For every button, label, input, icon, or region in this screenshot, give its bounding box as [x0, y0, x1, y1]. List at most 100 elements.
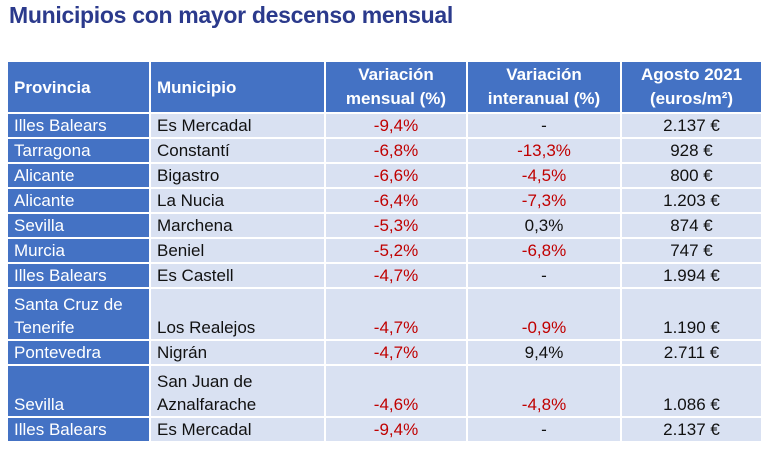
cell-variacion-interanual: -	[468, 418, 622, 443]
cell-municipio: Es Mercadal	[151, 418, 326, 443]
cell-provincia: Murcia	[8, 239, 151, 264]
header-variacion-interanual-line1: Variación	[506, 65, 582, 84]
cell-variacion-mensual: -4,7%	[326, 289, 468, 341]
cell-provincia-line: Sevilla	[14, 216, 65, 235]
header-agosto-line2: (euros/m²)	[649, 89, 734, 108]
cell-provincia-line: Tarragona	[14, 141, 91, 160]
cell-municipio: Marchena	[151, 214, 326, 239]
cell-variacion-mensual: -9,4%	[326, 114, 468, 139]
cell-municipio-line: Es Mercadal	[157, 116, 252, 135]
cell-municipio: Bigastro	[151, 164, 326, 189]
cell-municipio: Es Castell	[151, 264, 326, 289]
cell-municipio: Constantí	[151, 139, 326, 164]
cell-variacion-interanual: -13,3%	[468, 139, 622, 164]
cell-provincia-line: Pontevedra	[14, 343, 101, 362]
cell-provincia-line: Illes Balears	[14, 116, 107, 135]
header-provincia: Provincia	[8, 62, 151, 114]
cell-municipio: Es Mercadal	[151, 114, 326, 139]
table-row: Alicante La Nucia -6,4% -7,3% 1.203 €	[8, 189, 763, 214]
cell-provincia-line: Illes Balears	[14, 420, 107, 439]
cell-variacion-mensual: -4,6%	[326, 366, 468, 418]
cell-precio-agosto: 1.086 €	[622, 366, 763, 418]
cell-municipio-line: Es Mercadal	[157, 420, 252, 439]
cell-precio-agosto: 1.190 €	[622, 289, 763, 341]
table-row: Illes Balears Es Mercadal -9,4% -2.137 €	[8, 114, 763, 139]
cell-municipio-line: Beniel	[157, 241, 205, 260]
cell-provincia: Santa Cruz de Tenerife	[8, 289, 151, 341]
cell-provincia-line: Illes Balears	[14, 266, 107, 285]
cell-municipio-line: Marchena	[157, 216, 233, 235]
cell-provincia-line: Tenerife	[14, 318, 75, 337]
cell-provincia: Alicante	[8, 189, 151, 214]
header-agosto-2021: Agosto 2021 (euros/m²)	[622, 62, 763, 114]
cell-variacion-interanual: -0,9%	[468, 289, 622, 341]
cell-provincia: Illes Balears	[8, 114, 151, 139]
table-row: Sevilla San Juan de Aznalfarache -4,6% -4,8%…	[8, 366, 763, 418]
table-row: Illes Balears Es Castell -4,7% -1.994 €	[8, 264, 763, 289]
cell-provincia-line: Murcia	[14, 241, 66, 260]
cell-precio-agosto: 1.203 €	[622, 189, 763, 214]
table-row: Sevilla Marchena -5,3% 0,3% 874 €	[8, 214, 763, 239]
municipios-table: Provincia Municipio Variación mensual (%…	[8, 62, 763, 443]
cell-variacion-interanual: -4,8%	[468, 366, 622, 418]
table-row: Murcia Beniel -5,2% -6,8% 747 €	[8, 239, 763, 264]
cell-municipio: Beniel	[151, 239, 326, 264]
cell-municipio-line: Aznalfarache	[157, 395, 257, 414]
cell-provincia-line: Alicante	[14, 191, 75, 210]
cell-municipio-line: Los Realejos	[157, 318, 256, 337]
cell-variacion-mensual: -6,6%	[326, 164, 468, 189]
cell-variacion-interanual: -	[468, 264, 622, 289]
cell-variacion-mensual: -4,7%	[326, 341, 468, 366]
cell-provincia: Sevilla	[8, 214, 151, 239]
cell-precio-agosto: 2.137 €	[622, 418, 763, 443]
cell-variacion-interanual: 0,3%	[468, 214, 622, 239]
cell-municipio: San Juan de Aznalfarache	[151, 366, 326, 418]
cell-municipio-line: Nigrán	[157, 343, 208, 362]
cell-precio-agosto: 2.137 €	[622, 114, 763, 139]
cell-variacion-interanual: -4,5%	[468, 164, 622, 189]
cell-provincia-line: Alicante	[14, 166, 75, 185]
table-row: Tarragona Constantí -6,8% -13,3% 928 €	[8, 139, 763, 164]
cell-variacion-mensual: -4,7%	[326, 264, 468, 289]
header-variacion-mensual-line1: Variación	[358, 65, 434, 84]
cell-precio-agosto: 874 €	[622, 214, 763, 239]
header-variacion-mensual-line2: mensual (%)	[345, 89, 447, 108]
cell-variacion-mensual: -5,2%	[326, 239, 468, 264]
header-variacion-interanual: Variación interanual (%)	[468, 62, 622, 114]
cell-provincia: Tarragona	[8, 139, 151, 164]
cell-provincia: Illes Balears	[8, 264, 151, 289]
page-title: Municipios con mayor descenso mensual	[9, 2, 453, 28]
cell-provincia: Pontevedra	[8, 341, 151, 366]
header-variacion-interanual-line2: interanual (%)	[487, 89, 601, 108]
table-row: Santa Cruz de Tenerife Los Realejos -4,7% -0…	[8, 289, 763, 341]
cell-municipio-line: Es Castell	[157, 266, 234, 285]
cell-municipio-line: Bigastro	[157, 166, 220, 185]
table-row: Alicante Bigastro -6,6% -4,5% 800 €	[8, 164, 763, 189]
table-row: Pontevedra Nigrán -4,7% 9,4% 2.711 €	[8, 341, 763, 366]
cell-variacion-mensual: -5,3%	[326, 214, 468, 239]
cell-provincia-line: Santa Cruz de	[14, 295, 123, 314]
cell-municipio-line: La Nucia	[157, 191, 225, 210]
cell-variacion-interanual: -7,3%	[468, 189, 622, 214]
table-row: Illes Balears Es Mercadal -9,4% -2.137 €	[8, 418, 763, 443]
cell-variacion-mensual: -6,4%	[326, 189, 468, 214]
cell-variacion-interanual: 9,4%	[468, 341, 622, 366]
cell-municipio: La Nucia	[151, 189, 326, 214]
header-municipio: Municipio	[151, 62, 326, 114]
header-variacion-mensual: Variación mensual (%)	[326, 62, 468, 114]
cell-municipio: Nigrán	[151, 341, 326, 366]
table-header-row: Provincia Municipio Variación mensual (%…	[8, 62, 763, 114]
cell-variacion-interanual: -6,8%	[468, 239, 622, 264]
cell-provincia: Illes Balears	[8, 418, 151, 443]
cell-precio-agosto: 2.711 €	[622, 341, 763, 366]
cell-municipio-line: San Juan de	[157, 372, 253, 391]
cell-variacion-mensual: -6,8%	[326, 139, 468, 164]
header-agosto-line1: Agosto 2021	[640, 65, 743, 84]
cell-provincia: Alicante	[8, 164, 151, 189]
cell-provincia: Sevilla	[8, 366, 151, 418]
cell-precio-agosto: 800 €	[622, 164, 763, 189]
cell-municipio: Los Realejos	[151, 289, 326, 341]
cell-provincia-line: Sevilla	[14, 395, 65, 414]
cell-municipio-line: Constantí	[157, 141, 230, 160]
cell-precio-agosto: 1.994 €	[622, 264, 763, 289]
